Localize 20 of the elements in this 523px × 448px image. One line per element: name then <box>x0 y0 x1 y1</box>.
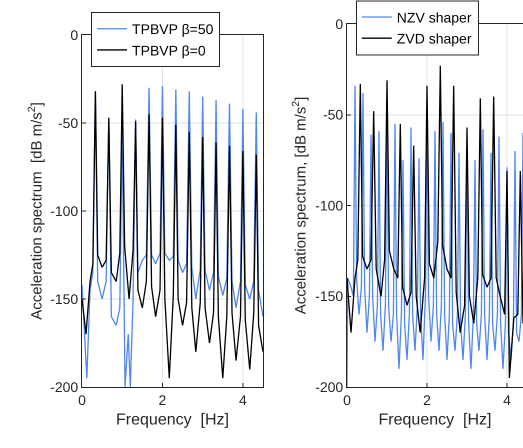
y-tick-label: -150 <box>50 290 78 307</box>
legend-label: ZVD shaper <box>396 30 472 47</box>
x-axis-title: Frequency [Hz] <box>116 412 229 428</box>
legend-label: TPBVP β=50 <box>132 21 214 38</box>
y-tick-label: 0 <box>70 26 78 43</box>
y-tick-label: -100 <box>50 202 78 219</box>
legend-label: NZV shaper <box>396 9 472 26</box>
y-tick-label: -50 <box>58 114 78 131</box>
y-tick-label: 0 <box>335 16 344 32</box>
x-tick-label: 4 <box>503 392 512 408</box>
x-tick-label: 4 <box>238 392 247 408</box>
x-tick-label: 2 <box>423 392 432 408</box>
x-axis-title: Frequency [Hz] <box>378 412 492 428</box>
y-tick-label: -200 <box>50 378 78 395</box>
y-tick-label: -150 <box>315 288 344 304</box>
y-tick-label: -50 <box>322 106 344 123</box>
legend-label: TPBVP β=0 <box>132 42 206 58</box>
y-tick-label: -100 <box>315 197 344 214</box>
y-tick-label: -200 <box>315 378 344 395</box>
x-tick-label: 2 <box>158 392 167 408</box>
